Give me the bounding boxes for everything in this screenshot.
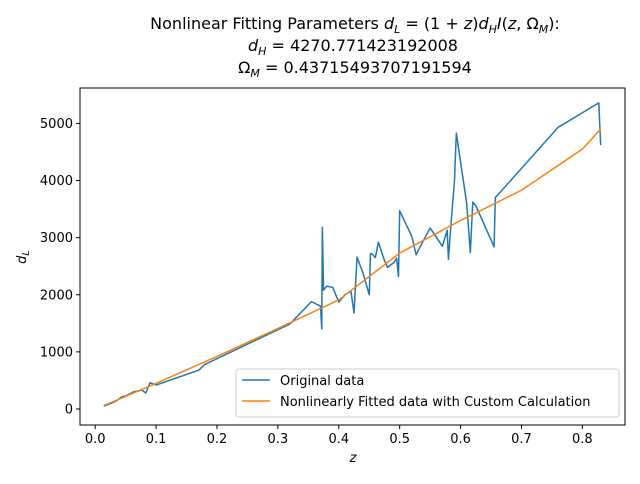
y-tick-label: 1000	[40, 345, 73, 360]
series-line-1	[103, 128, 602, 407]
x-tick-label: 0.8	[572, 432, 593, 447]
y-axis-label: dL	[15, 250, 32, 264]
chart-title-line-2: dH = 4270.771423192008	[248, 36, 458, 58]
y-tick-label: 0	[65, 403, 73, 418]
title-eq-part-3: (	[502, 14, 508, 33]
y-tick-label: 2000	[40, 288, 73, 303]
title-line-1-prefix: Nonlinear Fitting Parameters	[150, 14, 384, 33]
legend-label-fitted: Nonlinearly Fitted data with Custom Calc…	[280, 395, 590, 410]
title-sub-H: H	[489, 23, 497, 36]
title2-var-d: d	[248, 36, 259, 55]
plot-area	[79, 87, 626, 426]
x-axis-label: z	[349, 451, 358, 466]
y-axis-ticks: 0 1000 2000 3000 4000 5000	[40, 117, 80, 418]
series-layer	[103, 102, 602, 407]
axes-frame	[79, 87, 626, 426]
y-label-d: d	[15, 255, 30, 264]
legend-box	[235, 368, 620, 418]
title-eq-part-4: , Ω	[516, 14, 538, 33]
x-tick-label: 0.6	[450, 432, 471, 447]
title-eq-part-5: ):	[548, 14, 560, 33]
y-tick-label: 3000	[40, 231, 73, 246]
x-tick-label: 0.1	[146, 432, 167, 447]
title3-value: = 0.43715493707191594	[260, 58, 472, 77]
title-var-dL: d	[384, 14, 395, 33]
x-tick-label: 0.2	[207, 432, 228, 447]
title-eq-part-2: )	[472, 14, 478, 33]
x-tick-label: 0.7	[511, 432, 532, 447]
title-var-I: I	[497, 14, 502, 33]
title-var-z2: z	[507, 14, 517, 33]
title-sub-M: M	[539, 23, 549, 36]
series-line-0	[103, 102, 602, 407]
title3-sub-M: M	[250, 67, 260, 80]
title-sub-L: L	[394, 23, 400, 36]
x-tick-label: 0.4	[328, 432, 349, 447]
legend: Original data Nonlinearly Fitted data wi…	[235, 368, 620, 418]
x-tick-label: 0.0	[85, 432, 106, 447]
title3-omega: Ω	[238, 58, 250, 77]
title2-sub-H: H	[258, 45, 266, 58]
x-axis-ticks: 0.0 0.1 0.2 0.3 0.4 0.5 0.6 0.7 0.8	[85, 425, 593, 447]
x-tick-label: 0.3	[268, 432, 289, 447]
title2-value: = 4270.771423192008	[266, 36, 458, 55]
y-tick-label: 5000	[40, 117, 73, 132]
x-tick-label: 0.5	[389, 432, 410, 447]
title-eq-part-1: = (1 +	[400, 14, 464, 33]
chart-title-line-3: ΩM = 0.43715493707191594	[238, 58, 472, 80]
title-var-dH: d	[478, 14, 489, 33]
legend-label-original: Original data	[280, 374, 364, 389]
y-tick-label: 4000	[40, 174, 73, 189]
chart-title-line-1: Nonlinear Fitting Parameters dL = (1 + z…	[150, 14, 560, 36]
y-label-sub-L: L	[21, 250, 32, 256]
title-var-z1: z	[463, 14, 473, 33]
